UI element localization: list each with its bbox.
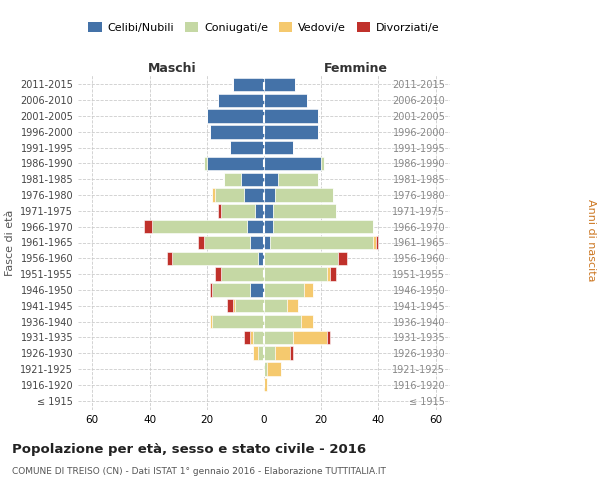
Bar [264,125,319,138]
Bar [275,188,332,202]
Bar [272,220,373,234]
Bar [256,204,264,218]
Bar [209,315,212,328]
Bar [264,204,272,218]
Bar [264,299,287,312]
Bar [264,283,304,296]
Bar [253,346,258,360]
Bar [212,315,264,328]
Bar [152,220,247,234]
Bar [204,157,207,170]
Bar [221,268,264,281]
Bar [264,157,321,170]
Bar [290,346,293,360]
Bar [264,236,270,249]
Bar [264,252,338,265]
Y-axis label: Fasce di età: Fasce di età [5,210,15,276]
Bar [270,236,373,249]
Bar [321,157,324,170]
Bar [338,252,347,265]
Bar [264,94,307,107]
Bar [327,330,330,344]
Bar [172,252,258,265]
Text: COMUNE DI TREISO (CN) - Dati ISTAT 1° gennaio 2016 - Elaborazione TUTTITALIA.IT: COMUNE DI TREISO (CN) - Dati ISTAT 1° ge… [12,468,386,476]
Bar [275,346,290,360]
Bar [264,172,278,186]
Bar [264,346,275,360]
Bar [244,330,250,344]
Text: Maschi: Maschi [148,62,197,75]
Bar [293,330,327,344]
Bar [215,188,244,202]
Bar [250,236,264,249]
Legend: Celibi/Nubili, Coniugati/e, Vedovi/e, Divorziati/e: Celibi/Nubili, Coniugati/e, Vedovi/e, Di… [84,18,444,38]
Text: Anni di nascita: Anni di nascita [586,198,596,281]
Bar [258,252,264,265]
Bar [264,220,272,234]
Text: Femmine: Femmine [323,62,388,75]
Bar [264,315,301,328]
Bar [373,236,376,249]
Bar [244,188,264,202]
Bar [198,236,204,249]
Bar [233,78,264,91]
Bar [258,346,264,360]
Bar [330,268,335,281]
Bar [264,110,319,123]
Bar [264,330,293,344]
Text: Popolazione per età, sesso e stato civile - 2016: Popolazione per età, sesso e stato civil… [12,442,366,456]
Bar [207,157,264,170]
Bar [221,204,256,218]
Bar [264,188,275,202]
Bar [144,220,152,234]
Bar [250,283,264,296]
Bar [215,268,221,281]
Bar [218,204,221,218]
Bar [278,172,319,186]
Bar [230,141,264,154]
Bar [253,330,264,344]
Bar [250,330,253,344]
Bar [327,268,330,281]
Bar [264,141,293,154]
Bar [218,94,264,107]
Bar [209,125,264,138]
Bar [241,172,264,186]
Bar [235,299,264,312]
Bar [233,299,235,312]
Bar [209,283,212,296]
Bar [247,220,264,234]
Bar [224,172,241,186]
Bar [301,315,313,328]
Bar [204,236,250,249]
Bar [264,378,267,392]
Bar [167,252,172,265]
Bar [264,268,327,281]
Bar [264,78,295,91]
Bar [227,299,233,312]
Bar [304,283,313,296]
Bar [212,188,215,202]
Bar [267,362,281,376]
Bar [212,283,250,296]
Bar [376,236,379,249]
Bar [207,110,264,123]
Bar [264,362,267,376]
Bar [272,204,335,218]
Bar [287,299,298,312]
